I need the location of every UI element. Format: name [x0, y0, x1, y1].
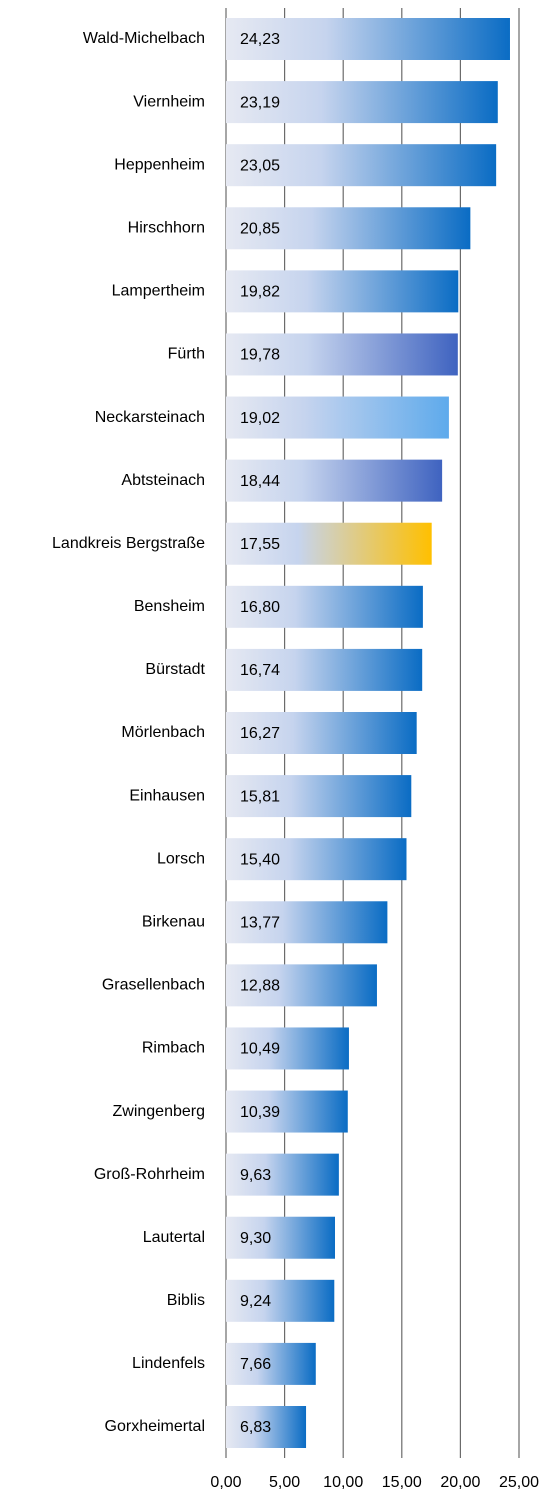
bar [226, 712, 417, 754]
value-label: 16,74 [240, 662, 280, 679]
bar [226, 648, 423, 691]
category-label: Zwingenberg [113, 1103, 206, 1120]
x-tick-label: 25,00 [499, 1474, 539, 1491]
bar [226, 1027, 349, 1070]
category-label: Lautertal [143, 1229, 205, 1246]
value-label: 10,49 [240, 1041, 280, 1058]
value-label: 23,19 [240, 94, 280, 111]
category-label: Lorsch [157, 850, 205, 867]
category-label: Wald-Michelbach [83, 30, 205, 47]
value-label: 23,05 [240, 157, 280, 174]
value-label: 18,44 [240, 473, 280, 490]
category-label: Birkenau [142, 913, 205, 930]
category-label: Fürth [168, 346, 205, 363]
value-label: 24,23 [240, 31, 280, 48]
value-label: 9,63 [240, 1167, 271, 1184]
bar [226, 1279, 335, 1322]
bar [226, 81, 498, 124]
category-label: Gorxheimertal [105, 1418, 205, 1435]
category-label: Heppenheim [114, 156, 205, 173]
value-label: 17,55 [240, 536, 280, 553]
x-tick-label: 15,00 [382, 1474, 422, 1491]
category-label: Lampertheim [112, 283, 205, 300]
category-label: Landkreis Bergstraße [52, 535, 205, 552]
category-label: Rimbach [142, 1040, 205, 1057]
bar [226, 144, 497, 187]
bar [226, 396, 449, 439]
value-label: 19,78 [240, 347, 280, 364]
value-label: 16,80 [240, 599, 280, 616]
category-label: Grasellenbach [102, 977, 205, 994]
bar [226, 775, 412, 818]
bar [226, 964, 377, 1007]
x-tick-label: 10,00 [323, 1474, 363, 1491]
value-label: 16,27 [240, 725, 280, 742]
value-label: 13,77 [240, 914, 280, 931]
value-label: 12,88 [240, 978, 280, 995]
category-label: Bensheim [134, 598, 205, 615]
category-label: Hirschhorn [128, 219, 205, 236]
category-label: Lindenfels [132, 1355, 205, 1372]
value-label: 15,81 [240, 788, 280, 805]
bar [226, 522, 432, 565]
value-label: 10,39 [240, 1104, 280, 1121]
value-label: 9,30 [240, 1230, 271, 1247]
bar [226, 459, 443, 502]
value-label: 19,82 [240, 284, 280, 301]
category-label: Bürstadt [145, 661, 205, 678]
x-tick-label: 5,00 [269, 1474, 300, 1491]
value-label: 15,40 [240, 851, 280, 868]
value-label: 6,83 [240, 1419, 271, 1436]
bar [226, 18, 510, 60]
bar [226, 1153, 339, 1196]
category-label: Einhausen [129, 787, 205, 804]
bar [226, 1406, 307, 1448]
category-label: Abtsteinach [121, 472, 205, 489]
value-label: 19,02 [240, 410, 280, 427]
category-label: Biblis [167, 1292, 205, 1309]
bar [226, 270, 459, 313]
x-tick-label: 20,00 [440, 1474, 480, 1491]
category-label: Mörlenbach [121, 724, 205, 741]
bar [226, 901, 388, 944]
category-label: Neckarsteinach [95, 409, 205, 426]
bar [226, 333, 458, 376]
value-label: 7,66 [240, 1356, 271, 1373]
bar [226, 1090, 348, 1133]
category-label: Viernheim [133, 93, 205, 110]
bar [226, 207, 471, 250]
bar [226, 1342, 316, 1385]
x-tick-label: 0,00 [210, 1474, 241, 1491]
value-label: 9,24 [240, 1293, 271, 1310]
bar [226, 838, 407, 881]
bar [226, 1216, 335, 1259]
value-label: 20,85 [240, 220, 280, 237]
bar [226, 585, 423, 628]
category-label: Groß-Rohrheim [94, 1166, 205, 1183]
